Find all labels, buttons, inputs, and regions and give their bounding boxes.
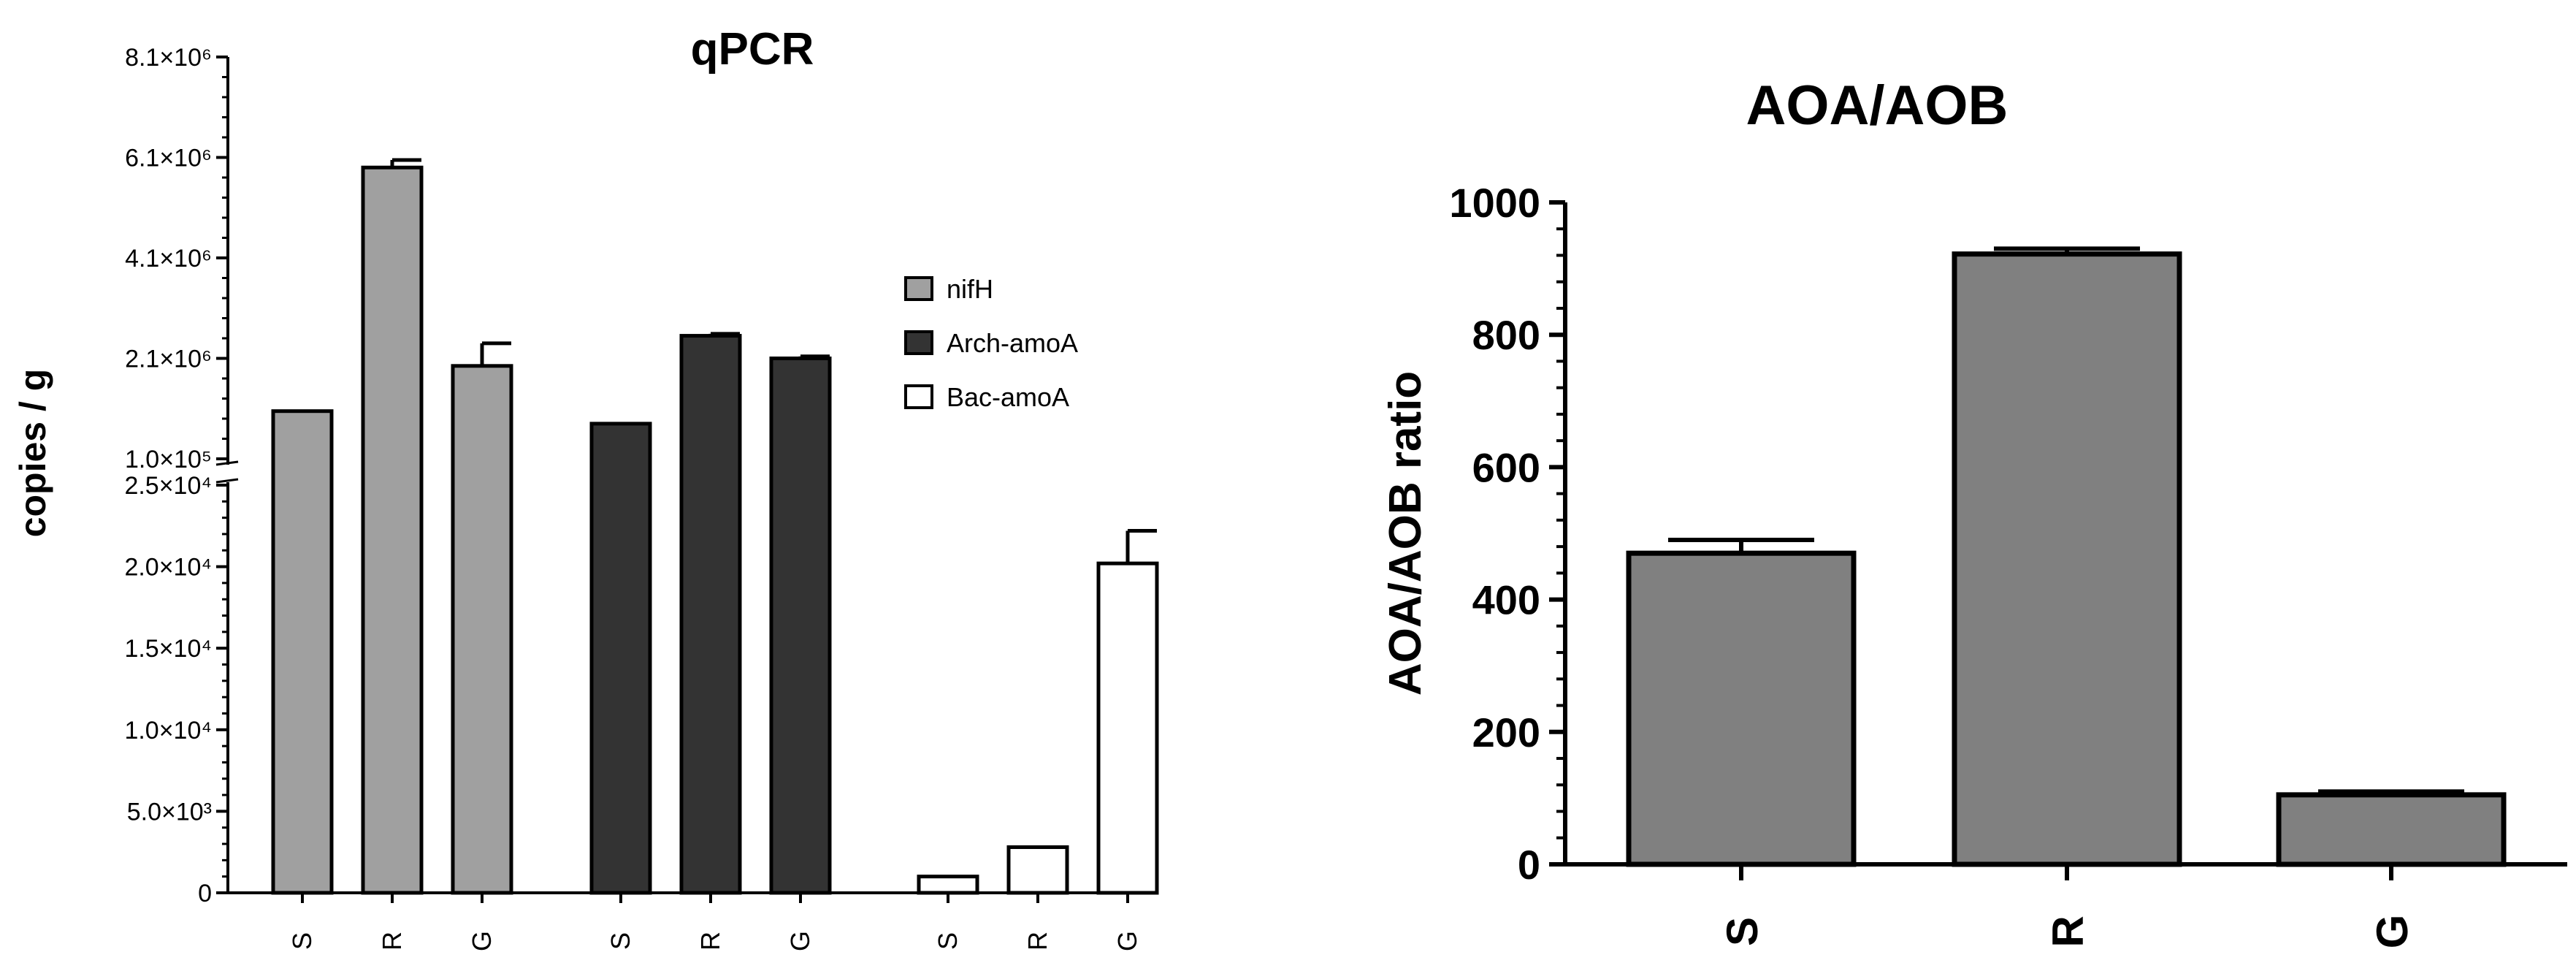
aoa-aob-y-tick-label: 600 [1472, 444, 1540, 490]
aoa-aob-bar-s [1626, 550, 1857, 867]
qpcr-x-tick-label: S [287, 932, 317, 950]
qpcr-legend-label: Bac-amoA [947, 382, 1069, 412]
qpcr-y-tick-label: 2.5×10⁴ [124, 472, 212, 500]
qpcr-y-axis-label: copies / g [12, 369, 53, 538]
qpcr-bar-nifh-g [451, 364, 513, 895]
aoa-aob-y-tick-label: 800 [1472, 312, 1540, 358]
qpcr-break-mark [215, 460, 239, 466]
qpcr-bar-nifh-s [271, 409, 334, 895]
aoa-aob-bar-r [1952, 251, 2182, 867]
qpcr-y-tick-label: 2.1×10⁶ [125, 346, 212, 373]
aoa-aob-y-tick-label: 400 [1472, 577, 1540, 623]
qpcr-x-tick-label: G [467, 931, 497, 951]
qpcr-bar-arch-amoa-s [589, 422, 652, 895]
qpcr-title: qPCR [691, 24, 814, 75]
qpcr-x-tick-label: S [605, 932, 635, 950]
qpcr-legend-label: Arch-amoA [947, 328, 1078, 358]
qpcr-bar-nifh-r [361, 165, 424, 895]
qpcr-legend-swatch-nifh [904, 276, 933, 301]
qpcr-x-tick-label: R [1023, 932, 1052, 951]
qpcr-break-mark [215, 478, 239, 484]
qpcr-x-tick-label: S [933, 932, 963, 950]
qpcr-y-tick-label: 5.0×10³ [127, 798, 212, 826]
qpcr-bar-bac-amoa-s [917, 875, 979, 895]
aoa-aob-y-ticks: 0 200 400 600 800 1000 [1449, 180, 1565, 888]
qpcr-legend: nifH Arch-amoA Bac-amoA [904, 274, 1078, 412]
qpcr-y-tick-label: 8.1×10⁶ [125, 44, 212, 72]
qpcr-legend-swatch-bac-amoa [904, 384, 933, 409]
qpcr-y-tick-label: 1.5×10⁴ [124, 635, 212, 663]
aoa-aob-y-tick-label: 1000 [1449, 180, 1540, 226]
aoa-aob-x-tick-label: S [1718, 917, 1767, 946]
qpcr-y-ticks: 1.0×10⁵ 2.1×10⁶ 4.1×10⁶ 6.1×10⁶ 8.1×10⁶ 0 5.0×… [124, 44, 228, 907]
aoa-aob-y-tick-label: 200 [1472, 709, 1540, 755]
aoa-aob-bars [1626, 246, 2507, 867]
qpcr-y-tick-label: 0 [198, 880, 212, 907]
qpcr-bars [271, 158, 1159, 895]
qpcr-bar-arch-amoa-r [679, 334, 742, 895]
aoa-aob-title: AOA/AOB [1746, 75, 2009, 137]
qpcr-y-tick-label: 1.0×10⁴ [124, 717, 212, 745]
qpcr-x-tick-label: G [1112, 931, 1142, 951]
aoa-aob-x-tick-label: R [2044, 915, 2092, 947]
qpcr-y-tick-label: 4.1×10⁶ [125, 245, 212, 273]
qpcr-y-tick-label: 6.1×10⁶ [125, 145, 212, 172]
qpcr-bar-bac-amoa-r [1006, 845, 1069, 895]
aoa-aob-bar-g [2276, 792, 2507, 867]
qpcr-legend-label: nifH [947, 274, 993, 304]
qpcr-bar-bac-amoa-g [1096, 561, 1159, 895]
aoa-aob-x-tick-label: G [2368, 915, 2417, 949]
qpcr-legend-swatch-arch-amoa [904, 330, 933, 355]
aoa-aob-y-axis-label: AOA/AOB ratio [1380, 371, 1431, 696]
qpcr-bar-arch-amoa-g [769, 357, 832, 895]
qpcr-x-tick-label: R [377, 932, 407, 951]
qpcr-x-tick-label: G [785, 931, 815, 951]
qpcr-x-tick-label: R [695, 932, 725, 951]
qpcr-y-tick-label: 1.0×10⁵ [125, 446, 212, 473]
aoa-aob-y-tick-label: 0 [1518, 842, 1540, 888]
qpcr-y-tick-label: 2.0×10⁴ [124, 554, 212, 582]
aoa-aob-chart: AOA/AOB AOA/AOB ratio 02004006008001000 … [1380, 75, 2567, 948]
qpcr-chart: qPCR copies / g 1.0×10⁵ 2.1×10⁶ 4.1×10⁶ 6.1… [12, 24, 1159, 951]
